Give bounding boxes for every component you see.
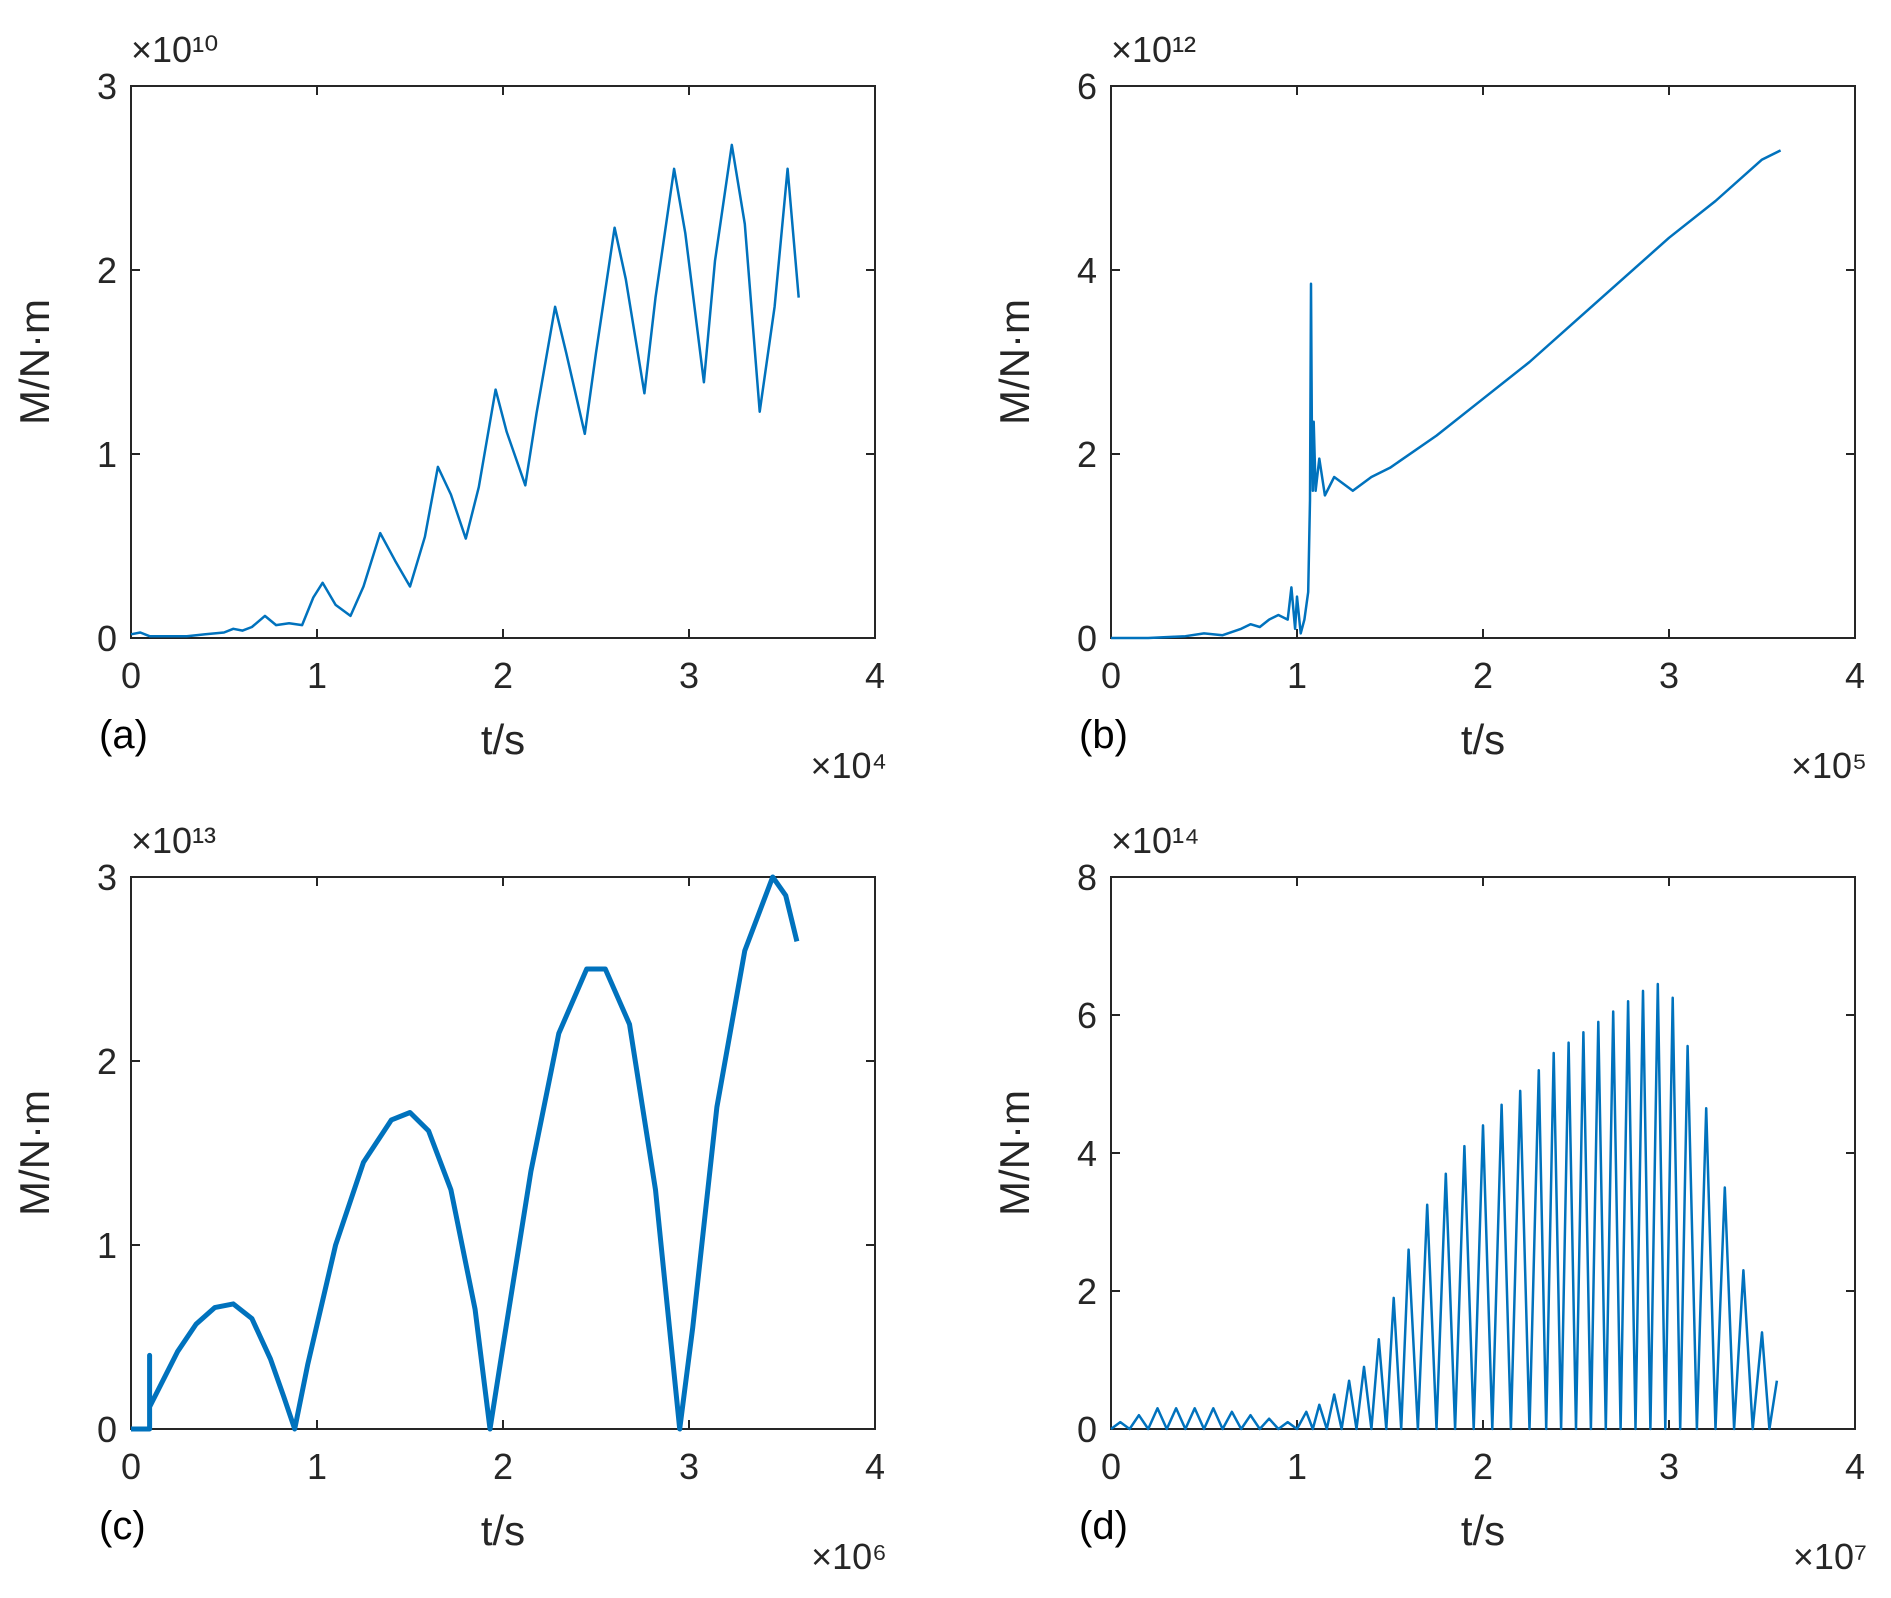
plot-area <box>1110 85 1856 639</box>
y-tick-labels: 0 2 4 6 8 <box>1077 857 1097 1450</box>
x-tick-label: 0 <box>121 1446 141 1487</box>
y-tick-label: 2 <box>1077 1271 1097 1312</box>
y-axis-label: M/N·m <box>991 299 1038 425</box>
y-tick-label: 3 <box>97 857 117 898</box>
tick-marks <box>1110 85 1856 639</box>
x-tick-label: 3 <box>1659 1446 1679 1487</box>
y-exponent-label: ×10¹³ <box>131 820 216 861</box>
y-tick-label: 6 <box>1077 995 1097 1036</box>
x-tick-label: 2 <box>1473 1446 1493 1487</box>
x-tick-labels: 0 1 2 3 4 <box>121 1446 885 1487</box>
y-axis-label: M/N·m <box>991 1090 1038 1216</box>
x-tick-label: 0 <box>121 655 141 696</box>
x-tick-label: 2 <box>493 1446 513 1487</box>
x-tick-label: 2 <box>1473 655 1493 696</box>
x-tick-label: 1 <box>307 1446 327 1487</box>
x-tick-label: 0 <box>1101 655 1121 696</box>
y-tick-label: 8 <box>1077 857 1097 898</box>
panel-label: (b) <box>1079 713 1128 757</box>
x-tick-labels: 0 1 2 3 4 <box>1101 655 1865 696</box>
x-tick-label: 0 <box>1101 1446 1121 1487</box>
x-tick-label: 3 <box>679 655 699 696</box>
x-axis-label: t/s <box>1461 716 1505 763</box>
x-tick-label: 1 <box>307 655 327 696</box>
panel-label: (a) <box>99 713 148 757</box>
y-tick-label: 0 <box>1077 618 1097 659</box>
x-exponent-label: ×10⁷ <box>1793 1536 1867 1577</box>
tick-marks <box>1110 876 1856 1430</box>
series-line <box>1111 149 1782 640</box>
y-tick-labels: 0 1 2 3 <box>97 66 117 659</box>
y-exponent-label: ×10¹⁰ <box>131 29 219 70</box>
x-tick-label: 4 <box>1845 1446 1865 1487</box>
panel-c: 0 1 2 3 4 0 1 2 3 t/s M/N·m ×10¹³ ×10⁶ (c) <box>11 820 887 1577</box>
panel-d: 0 1 2 3 4 0 2 4 6 8 t/s M/N·m ×10¹⁴ ×10⁷ (d) <box>991 820 1867 1577</box>
y-tick-label: 1 <box>97 434 117 475</box>
y-tick-label: 0 <box>97 1409 117 1450</box>
y-tick-label: 4 <box>1077 250 1097 291</box>
y-exponent-label: ×10¹² <box>1111 29 1196 70</box>
tick-marks <box>130 876 876 1430</box>
y-tick-label: 0 <box>1077 1409 1097 1450</box>
y-tick-label: 2 <box>97 250 117 291</box>
panel-label: (c) <box>99 1504 146 1548</box>
x-tick-label: 3 <box>679 1446 699 1487</box>
x-tick-labels: 0 1 2 3 4 <box>121 655 885 696</box>
x-exponent-label: ×10⁴ <box>810 745 887 786</box>
panel-b: 0 1 2 3 4 0 2 4 6 t/s M/N·m ×10¹² ×10⁵ (b) <box>991 29 1867 786</box>
y-tick-labels: 0 2 4 6 <box>1077 66 1097 659</box>
y-tick-label: 3 <box>97 66 117 107</box>
y-tick-labels: 0 1 2 3 <box>97 857 117 1450</box>
x-tick-label: 2 <box>493 655 513 696</box>
x-tick-label: 4 <box>865 655 885 696</box>
y-tick-label: 0 <box>97 618 117 659</box>
x-tick-label: 3 <box>1659 655 1679 696</box>
series-line <box>1110 982 1779 1431</box>
x-tick-label: 1 <box>1287 1446 1307 1487</box>
x-axis-label: t/s <box>481 716 525 763</box>
tick-marks <box>130 85 876 639</box>
series-line <box>131 874 800 1432</box>
y-tick-label: 6 <box>1077 66 1097 107</box>
y-tick-label: 4 <box>1077 1133 1097 1174</box>
x-axis-label: t/s <box>1461 1507 1505 1554</box>
y-tick-label: 1 <box>97 1225 117 1266</box>
x-exponent-label: ×10⁶ <box>811 1536 887 1577</box>
x-tick-label: 4 <box>865 1446 885 1487</box>
x-tick-label: 1 <box>1287 655 1307 696</box>
y-axis-label: M/N·m <box>11 299 58 425</box>
x-tick-label: 4 <box>1845 655 1865 696</box>
series-line <box>130 143 800 638</box>
y-tick-label: 2 <box>1077 434 1097 475</box>
plot-area <box>130 85 876 639</box>
y-axis-label: M/N·m <box>11 1090 58 1216</box>
y-exponent-label: ×10¹⁴ <box>1111 820 1200 861</box>
panel-label: (d) <box>1079 1504 1128 1548</box>
x-exponent-label: ×10⁵ <box>1791 745 1867 786</box>
x-tick-labels: 0 1 2 3 4 <box>1101 1446 1865 1487</box>
x-axis-label: t/s <box>481 1507 525 1554</box>
y-tick-label: 2 <box>97 1041 117 1082</box>
panel-a: 0 1 2 3 4 0 1 2 3 t/s M/N·m ×10¹⁰ ×10⁴ (a) <box>11 29 887 786</box>
